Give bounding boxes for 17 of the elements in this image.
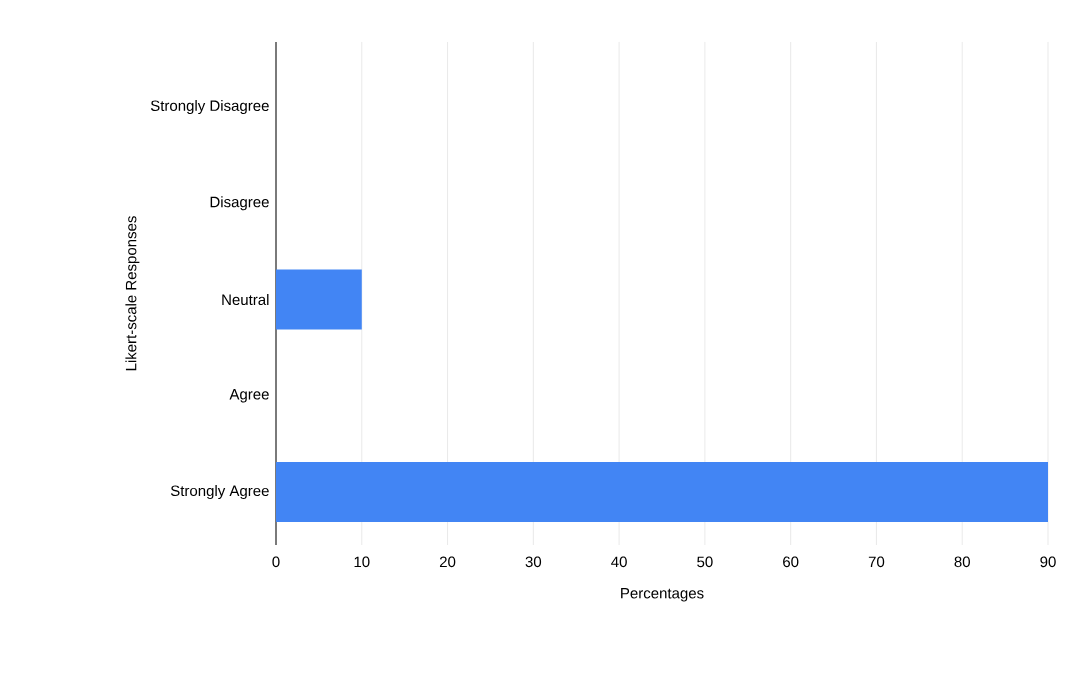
x-tick-label: 30	[525, 556, 542, 568]
y-tick-label: Strongly Agree	[170, 485, 269, 500]
y-tick-label: Neutral	[222, 294, 269, 306]
x-tick-label: 60	[783, 556, 799, 568]
x-tick-label: 20	[439, 556, 456, 568]
x-tick-label: 50	[697, 556, 713, 568]
x-tick-label: 80	[954, 556, 970, 568]
x-tick-label: 90	[1040, 556, 1056, 568]
x-tick-label: 40	[611, 556, 627, 568]
y-axis-title: Likert-scale Responses	[125, 216, 140, 371]
y-tick-label: Agree	[229, 389, 269, 403]
y-tick-label: Strongly Disagree	[150, 99, 269, 114]
x-axis-title: Percentages	[621, 588, 704, 602]
x-tick-label: 0	[272, 556, 280, 568]
x-tick-label: 70	[868, 556, 885, 568]
x-tick-label: 10	[354, 556, 370, 568]
y-tick-label: Disagree	[210, 196, 269, 211]
